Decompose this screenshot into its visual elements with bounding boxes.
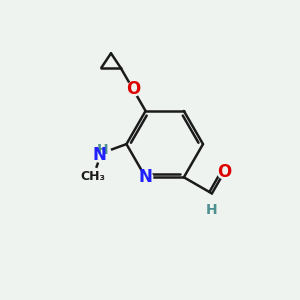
Text: H: H bbox=[97, 142, 109, 157]
Text: O: O bbox=[126, 80, 140, 98]
Circle shape bbox=[139, 170, 153, 184]
Circle shape bbox=[84, 168, 102, 185]
Text: H: H bbox=[206, 202, 218, 217]
Circle shape bbox=[206, 204, 218, 215]
Circle shape bbox=[92, 144, 111, 163]
Text: N: N bbox=[139, 168, 152, 186]
Text: O: O bbox=[217, 163, 232, 181]
Text: CH₃: CH₃ bbox=[80, 170, 106, 183]
Circle shape bbox=[218, 165, 232, 179]
Circle shape bbox=[126, 82, 140, 96]
Text: N: N bbox=[92, 146, 106, 164]
